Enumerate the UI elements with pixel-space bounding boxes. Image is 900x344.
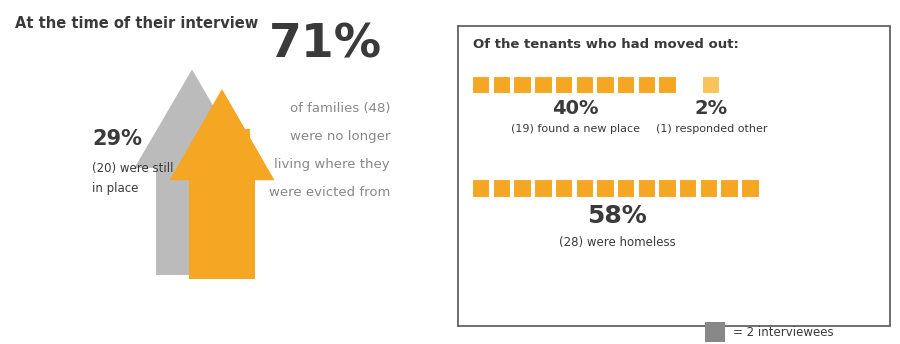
FancyBboxPatch shape bbox=[534, 75, 553, 94]
FancyBboxPatch shape bbox=[702, 75, 721, 94]
Text: were evicted from: were evicted from bbox=[268, 186, 390, 199]
Text: 29%: 29% bbox=[92, 129, 142, 149]
FancyBboxPatch shape bbox=[616, 75, 635, 94]
Polygon shape bbox=[134, 69, 249, 168]
FancyBboxPatch shape bbox=[513, 75, 532, 94]
FancyBboxPatch shape bbox=[458, 26, 890, 326]
FancyBboxPatch shape bbox=[741, 180, 760, 198]
Text: Of the tenants who had moved out:: Of the tenants who had moved out: bbox=[473, 38, 739, 51]
FancyBboxPatch shape bbox=[596, 180, 615, 198]
FancyBboxPatch shape bbox=[190, 180, 255, 279]
FancyBboxPatch shape bbox=[472, 180, 491, 198]
Text: (19) found a new place: (19) found a new place bbox=[511, 124, 640, 134]
Text: of families (48): of families (48) bbox=[290, 102, 390, 115]
FancyBboxPatch shape bbox=[596, 75, 615, 94]
Text: (1) responded other: (1) responded other bbox=[655, 124, 767, 134]
Text: (28) were homeless: (28) were homeless bbox=[559, 236, 675, 249]
Text: 40%: 40% bbox=[553, 99, 599, 118]
FancyBboxPatch shape bbox=[720, 180, 739, 198]
FancyBboxPatch shape bbox=[637, 75, 656, 94]
FancyBboxPatch shape bbox=[575, 75, 594, 94]
Text: living where they: living where they bbox=[274, 158, 390, 171]
FancyBboxPatch shape bbox=[658, 180, 677, 198]
Text: 2%: 2% bbox=[695, 99, 728, 118]
FancyBboxPatch shape bbox=[157, 168, 228, 275]
FancyBboxPatch shape bbox=[554, 180, 573, 198]
FancyBboxPatch shape bbox=[212, 112, 223, 141]
FancyBboxPatch shape bbox=[679, 180, 698, 198]
FancyBboxPatch shape bbox=[699, 180, 718, 198]
FancyBboxPatch shape bbox=[616, 180, 635, 198]
FancyBboxPatch shape bbox=[472, 75, 491, 94]
FancyBboxPatch shape bbox=[554, 75, 573, 94]
Text: were no longer: were no longer bbox=[290, 130, 390, 143]
FancyBboxPatch shape bbox=[637, 180, 656, 198]
Text: At the time of their interview: At the time of their interview bbox=[15, 16, 258, 31]
FancyBboxPatch shape bbox=[492, 75, 511, 94]
Text: = 2 interviewees: = 2 interviewees bbox=[733, 325, 833, 338]
Polygon shape bbox=[169, 89, 274, 180]
FancyBboxPatch shape bbox=[575, 180, 594, 198]
FancyBboxPatch shape bbox=[492, 180, 511, 198]
FancyBboxPatch shape bbox=[705, 322, 725, 342]
FancyBboxPatch shape bbox=[534, 180, 553, 198]
FancyBboxPatch shape bbox=[241, 129, 250, 155]
Text: (20) were still: (20) were still bbox=[92, 162, 174, 175]
Text: in place: in place bbox=[92, 182, 139, 195]
Text: 71%: 71% bbox=[269, 22, 382, 67]
FancyBboxPatch shape bbox=[658, 75, 677, 94]
Text: 58%: 58% bbox=[587, 204, 647, 228]
FancyBboxPatch shape bbox=[513, 180, 532, 198]
